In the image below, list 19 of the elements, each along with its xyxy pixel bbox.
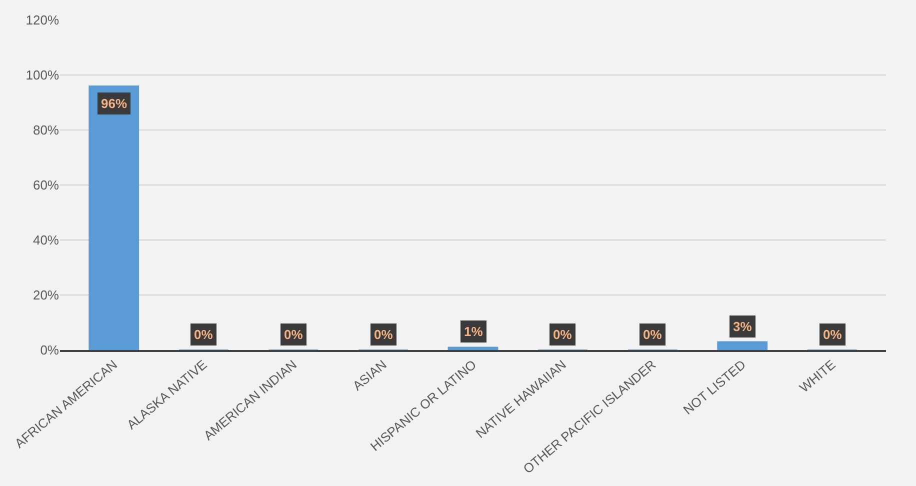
bar bbox=[717, 341, 768, 350]
data-label: 0% bbox=[374, 327, 394, 342]
data-label: 1% bbox=[464, 324, 484, 339]
data-label: 96% bbox=[101, 96, 128, 111]
data-label: 0% bbox=[284, 327, 304, 342]
y-tick-label: 120% bbox=[26, 12, 60, 28]
data-label: 0% bbox=[553, 327, 572, 342]
y-tick-label: 20% bbox=[32, 288, 60, 303]
y-tick-label: 40% bbox=[32, 232, 60, 248]
data-label: 0% bbox=[194, 327, 214, 342]
bar bbox=[448, 346, 498, 350]
y-tick-label: 0% bbox=[40, 342, 60, 358]
data-label: 3% bbox=[733, 319, 752, 334]
y-tick-label: 60% bbox=[32, 178, 60, 193]
y-tick-label: 80% bbox=[32, 122, 60, 138]
data-label: 0% bbox=[643, 327, 662, 342]
y-tick-label: 100% bbox=[26, 68, 60, 83]
bar bbox=[88, 86, 140, 350]
data-label: 0% bbox=[823, 327, 842, 342]
